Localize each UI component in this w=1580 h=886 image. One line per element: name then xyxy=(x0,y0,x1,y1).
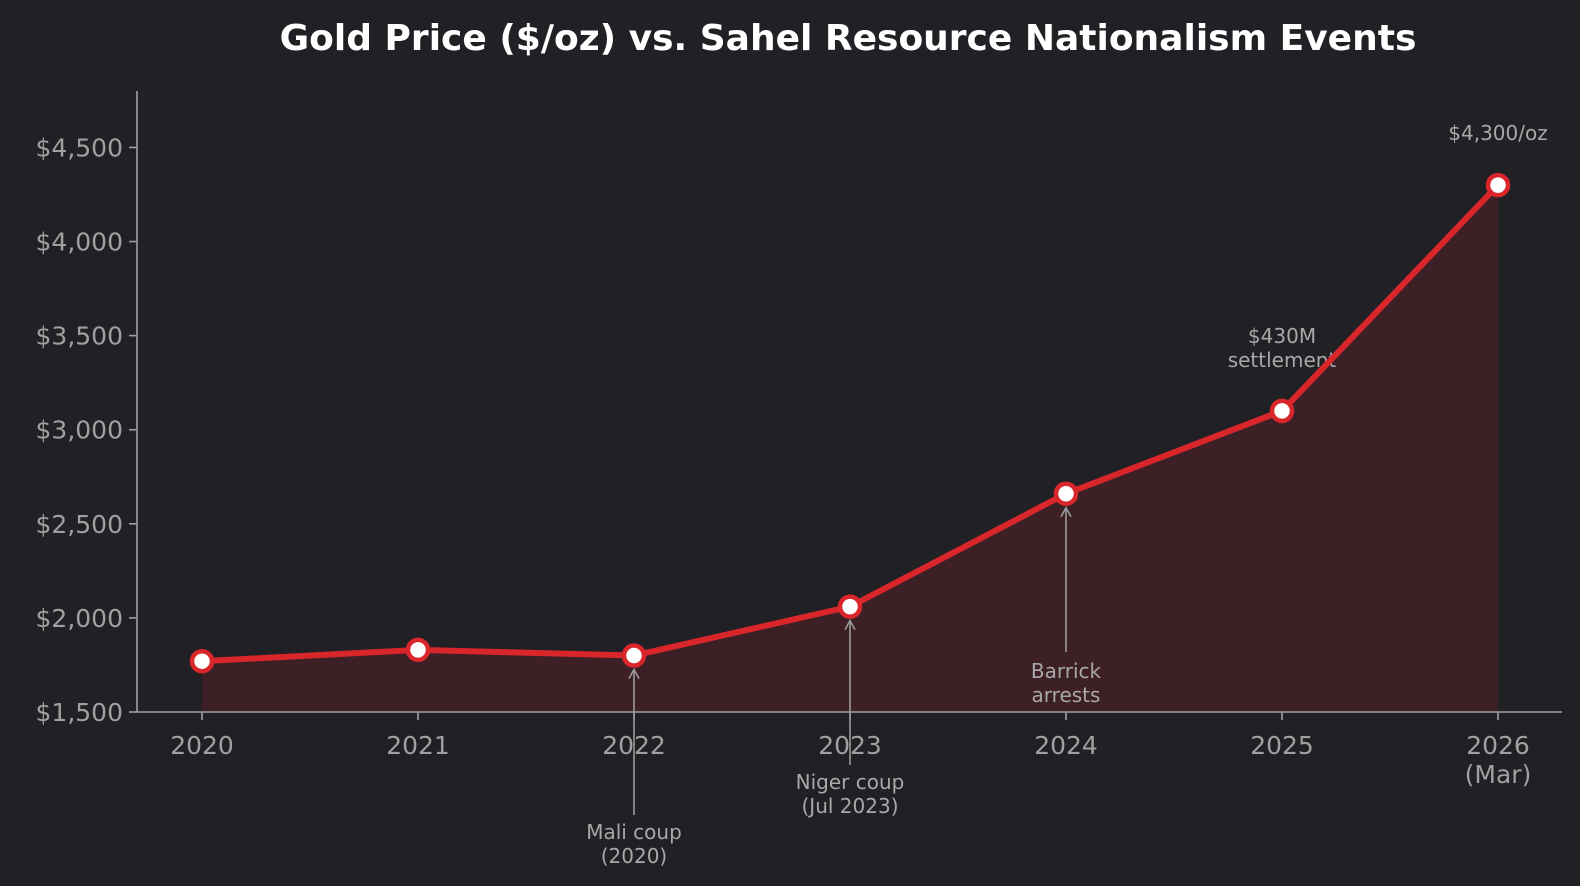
annotation-label: Mali coup (2020) xyxy=(586,820,682,868)
data-point xyxy=(405,637,431,663)
series-area xyxy=(202,185,1498,712)
y-tick-label: $4,500 xyxy=(36,133,123,162)
annotation-label: $430M settlement xyxy=(1228,324,1337,372)
data-point xyxy=(189,648,215,674)
annotation-arrowhead xyxy=(628,667,640,679)
data-point xyxy=(1485,172,1511,198)
y-tick-label: $2,000 xyxy=(36,604,123,633)
annotation-label: $4,300/oz xyxy=(1448,121,1547,145)
annotation-arrowhead xyxy=(1060,506,1072,518)
annotation-arrowhead xyxy=(844,618,856,631)
annotation-label: Niger coup (Jul 2023) xyxy=(796,770,905,818)
y-tick-label: $3,500 xyxy=(36,322,123,351)
data-point xyxy=(621,643,647,668)
x-tick-label: 2020 xyxy=(170,731,234,760)
y-tick-label: $1,500 xyxy=(36,698,123,727)
x-tick-label: 2026 (Mar) xyxy=(1465,731,1532,789)
data-point xyxy=(1269,398,1295,424)
annotations: Mali coup (2020) Niger coup (Jul 2023) Barri… xyxy=(586,121,1548,868)
x-tick-label: 2025 xyxy=(1250,731,1314,760)
chart-title: Gold Price ($/oz) vs. Sahel Resource Nat… xyxy=(280,18,1417,59)
x-tick-label: 2024 xyxy=(1034,731,1098,760)
area-layer xyxy=(202,185,1498,712)
data-points xyxy=(189,172,1511,674)
x-tick-label: 2021 xyxy=(386,731,450,760)
data-point xyxy=(837,594,863,619)
data-point xyxy=(1053,481,1079,506)
annotation-label: Barrick arrests xyxy=(1031,659,1102,707)
tick-labels: $1,500 $2,000 $2,500 $3,000 $3,500 $4,000 $4,5… xyxy=(36,133,1532,789)
y-tick-label: $2,500 xyxy=(36,510,123,539)
y-tick-label: $4,000 xyxy=(36,228,123,257)
y-tick-label: $3,000 xyxy=(36,416,123,445)
